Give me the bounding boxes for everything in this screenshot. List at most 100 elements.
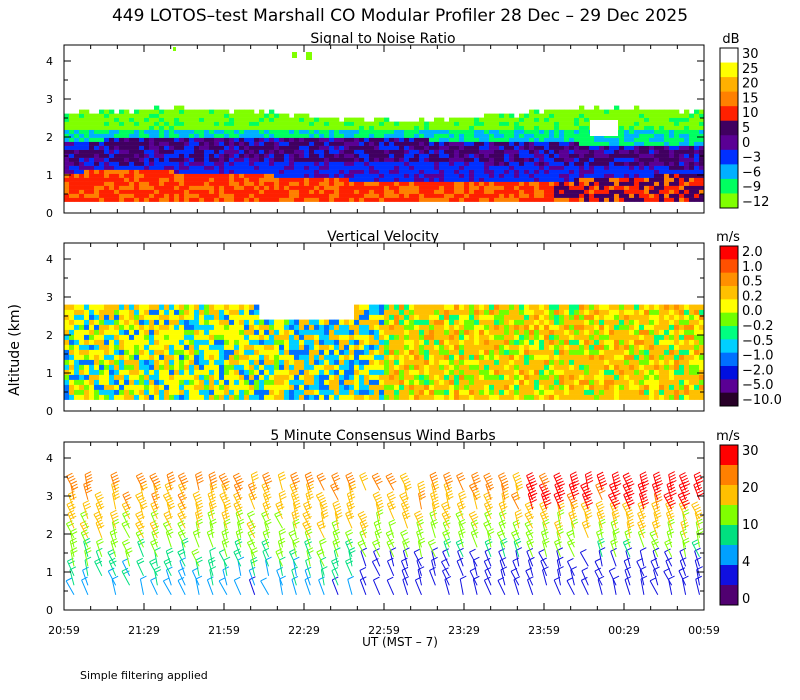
velocity-cell [79,384,85,390]
velocity-cell [294,394,300,400]
snr-cell [434,189,440,194]
velocity-cell [99,324,105,330]
velocity-cell [129,369,135,375]
snr-cell [194,165,200,170]
velocity-cell [579,324,585,330]
velocity-cell [134,364,140,370]
velocity-cell [404,354,410,360]
snr-cell [174,109,180,114]
snr-cell [314,121,320,126]
snr-cell [164,181,170,186]
snr-cell [689,197,695,202]
snr-cell [339,121,345,126]
velocity-cell [224,329,230,335]
snr-cell [269,149,275,154]
snr-cell [249,117,255,122]
velocity-cell [224,354,230,360]
snr-cell [339,169,345,174]
velocity-cell [489,369,495,375]
velocity-cell [309,349,315,355]
snr-cell [489,129,495,134]
velocity-cell [114,334,120,340]
snr-cell [184,109,190,114]
snr-cell [159,173,165,178]
snr-cell [684,145,690,150]
velocity-cell [189,359,195,365]
snr-cell [369,149,375,154]
velocity-cell [159,334,165,340]
snr-cell [114,121,120,126]
snr-cell [699,125,705,130]
velocity-cell [304,349,310,355]
snr-cell [89,141,95,146]
velocity-cell [374,384,380,390]
velocity-cell [384,334,390,340]
velocity-cell [234,304,240,310]
velocity-cell [404,359,410,365]
velocity-cell [579,339,585,345]
snr-cell [414,121,420,126]
snr-cell [674,173,680,178]
snr-cell [579,149,585,154]
velocity-cell [474,334,480,340]
snr-cell [579,169,585,174]
snr-cell [209,117,215,122]
velocity-cell [489,364,495,370]
velocity-cell [309,394,315,400]
snr-cell [299,165,305,170]
velocity-cell [119,324,125,330]
snr-cell [509,161,515,166]
velocity-cell [264,334,270,340]
velocity-cell [519,369,525,375]
snr-cell [279,197,285,202]
snr-cell [514,149,520,154]
velocity-cell [389,319,395,325]
velocity-cell [449,379,455,385]
snr-cell [469,185,475,190]
snr-cell [519,117,525,122]
velocity-cell [204,364,210,370]
snr-cell [239,157,245,162]
velocity-cell [609,339,615,345]
snr-cell [649,169,655,174]
velocity-cell [169,364,175,370]
snr-cell [519,133,525,138]
snr-cell [529,173,535,178]
snr-cell [69,129,75,134]
velocity-cell [234,334,240,340]
velocity-cell [474,329,480,335]
snr-cell [624,197,630,202]
velocity-cell [254,344,260,350]
velocity-cell [409,324,415,330]
snr-cell [644,129,650,134]
velocity-cell [84,364,90,370]
snr-cell [154,141,160,146]
velocity-cell [339,334,345,340]
velocity-cell [514,374,520,380]
snr-cell [554,141,560,146]
velocity-cell [429,324,435,330]
snr-cell [669,157,675,162]
velocity-cell [134,334,140,340]
snr-cell [249,177,255,182]
snr-cell [204,173,210,178]
snr-cell [329,189,335,194]
snr-cell [149,197,155,202]
snr-cell [524,193,530,198]
velocity-cell [74,384,80,390]
snr-cell [489,157,495,162]
snr-cell [639,193,645,198]
snr-cell [264,157,270,162]
velocity-cell [569,349,575,355]
snr-cell [204,113,210,118]
snr-cell [289,161,295,166]
colorbar-tick-label: −12 [742,195,769,210]
snr-cell [629,185,635,190]
velocity-cell [554,374,560,380]
velocity-cell [349,324,355,330]
snr-cell [299,137,305,142]
snr-cell [474,177,480,182]
velocity-cell [284,379,290,385]
velocity-cell [599,324,605,330]
snr-cell [424,157,430,162]
